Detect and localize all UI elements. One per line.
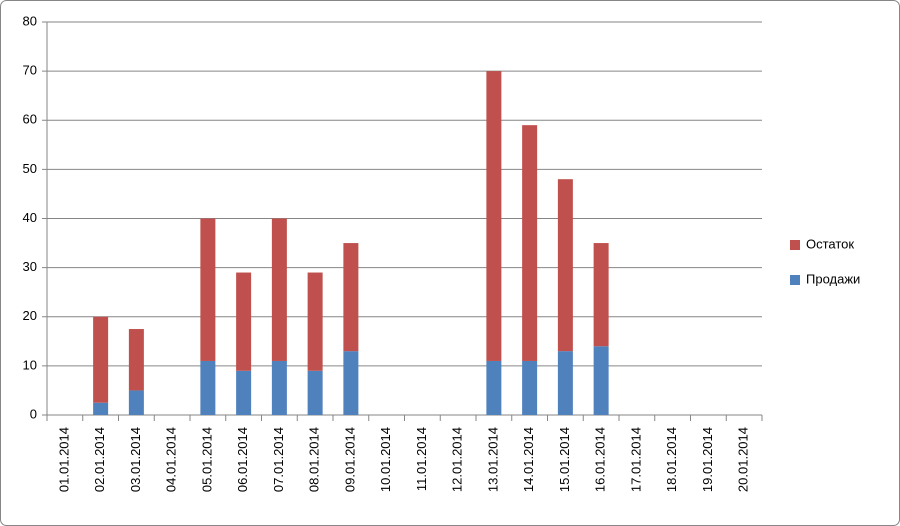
legend-label: Продажи <box>806 271 860 286</box>
bar-segment <box>343 351 359 415</box>
bar-segment <box>593 243 609 347</box>
y-tick-label: 70 <box>23 63 37 78</box>
y-tick-label: 40 <box>23 210 37 225</box>
bar-segment <box>593 346 609 415</box>
bar-segment <box>307 272 323 371</box>
bar-segment <box>93 316 109 403</box>
bar-segment <box>271 218 287 361</box>
x-tick-label: 07.01.2014 <box>271 427 286 492</box>
bar-segment <box>307 370 323 415</box>
x-tick-label: 03.01.2014 <box>128 427 143 492</box>
x-tick-label: 09.01.2014 <box>342 427 357 492</box>
bar-segment <box>200 360 216 415</box>
bar-segment <box>236 272 252 371</box>
x-tick-label: 17.01.2014 <box>628 427 643 492</box>
legend-swatch <box>790 240 800 250</box>
legend-swatch <box>790 275 800 285</box>
y-tick-label: 20 <box>23 308 37 323</box>
y-tick-label: 60 <box>23 112 37 127</box>
legend-label: Остаток <box>806 236 854 251</box>
y-tick-label: 50 <box>23 161 37 176</box>
x-tick-label: 15.01.2014 <box>557 427 572 492</box>
x-tick-label: 16.01.2014 <box>593 427 608 492</box>
x-tick-label: 10.01.2014 <box>378 427 393 492</box>
bar-segment <box>200 218 216 361</box>
x-tick-label: 02.01.2014 <box>92 427 107 492</box>
y-tick-label: 30 <box>23 259 37 274</box>
bar-segment <box>486 71 502 361</box>
x-tick-label: 04.01.2014 <box>164 427 179 492</box>
bar-segment <box>128 390 144 415</box>
bar-segment <box>93 402 109 415</box>
x-tick-label: 19.01.2014 <box>700 427 715 492</box>
x-tick-label: 05.01.2014 <box>199 427 214 492</box>
bar-segment <box>557 179 573 352</box>
x-tick-label: 14.01.2014 <box>521 427 536 492</box>
bar-segment <box>236 370 252 415</box>
bar-segment <box>271 360 287 415</box>
x-tick-label: 11.01.2014 <box>414 427 429 491</box>
x-tick-label: 20.01.2014 <box>736 427 751 492</box>
bar-segment <box>343 243 359 352</box>
x-tick-label: 01.01.2014 <box>56 427 71 492</box>
y-tick-label: 10 <box>23 357 37 372</box>
bar-segment <box>522 125 538 361</box>
x-tick-label: 12.01.2014 <box>450 427 465 492</box>
bar-segment <box>128 329 144 391</box>
y-tick-label: 0 <box>30 406 37 421</box>
x-tick-label: 13.01.2014 <box>485 427 500 492</box>
x-tick-label: 18.01.2014 <box>664 427 679 492</box>
x-tick-label: 06.01.2014 <box>235 427 250 492</box>
y-tick-label: 80 <box>23 13 37 28</box>
bar-segment <box>522 360 538 415</box>
x-tick-label: 08.01.2014 <box>307 427 322 492</box>
bar-segment <box>486 360 502 415</box>
bar-segment <box>557 351 573 415</box>
